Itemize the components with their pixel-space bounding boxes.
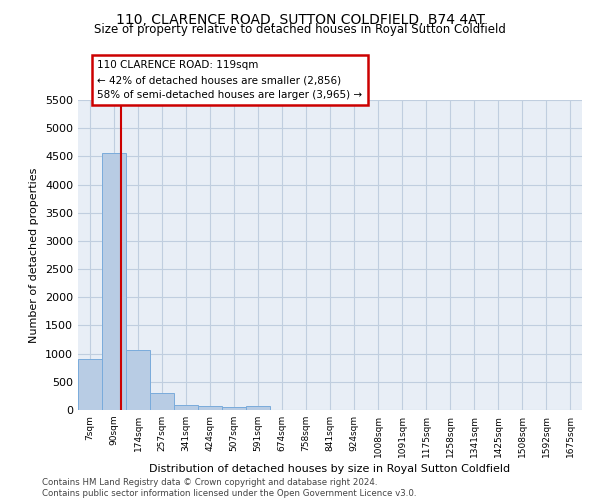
Bar bbox=[198, 406, 222, 410]
Bar bbox=[222, 407, 246, 410]
Bar bbox=[78, 360, 102, 410]
Bar bbox=[246, 406, 270, 410]
Text: 110, CLARENCE ROAD, SUTTON COLDFIELD, B74 4AT: 110, CLARENCE ROAD, SUTTON COLDFIELD, B7… bbox=[115, 12, 485, 26]
Text: Contains HM Land Registry data © Crown copyright and database right 2024.
Contai: Contains HM Land Registry data © Crown c… bbox=[42, 478, 416, 498]
Text: 110 CLARENCE ROAD: 119sqm
← 42% of detached houses are smaller (2,856)
58% of se: 110 CLARENCE ROAD: 119sqm ← 42% of detac… bbox=[97, 60, 362, 100]
Text: Size of property relative to detached houses in Royal Sutton Coldfield: Size of property relative to detached ho… bbox=[94, 24, 506, 36]
Y-axis label: Number of detached properties: Number of detached properties bbox=[29, 168, 40, 342]
Bar bbox=[174, 406, 198, 410]
Bar bbox=[102, 153, 126, 410]
Bar bbox=[126, 350, 150, 410]
X-axis label: Distribution of detached houses by size in Royal Sutton Coldfield: Distribution of detached houses by size … bbox=[149, 464, 511, 474]
Bar bbox=[150, 393, 174, 410]
